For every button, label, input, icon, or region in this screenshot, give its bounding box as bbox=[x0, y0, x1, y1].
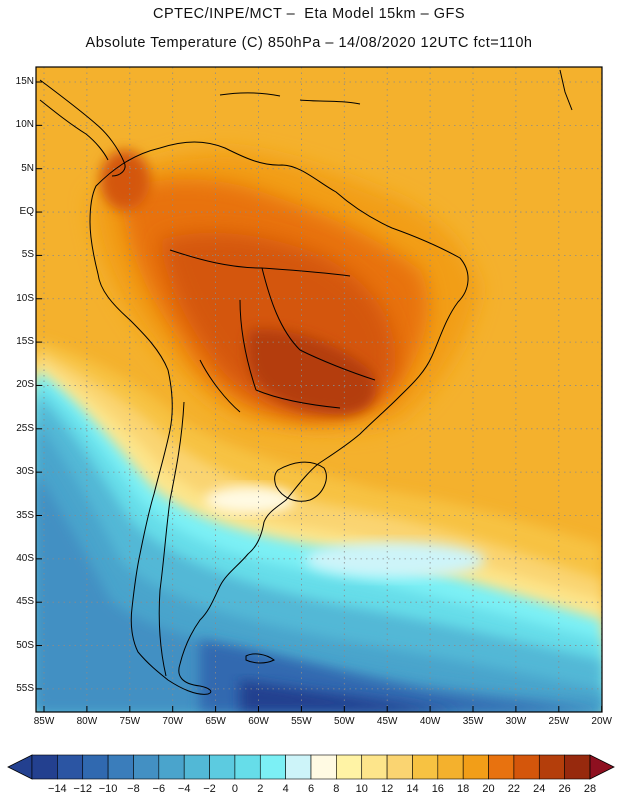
lon-label: 80W bbox=[76, 716, 98, 727]
colorbar-swatch bbox=[564, 754, 591, 780]
lat-label: 15S bbox=[16, 336, 34, 348]
colorbar-label: −8 bbox=[127, 783, 140, 795]
colorbar bbox=[7, 754, 615, 780]
colorbar-swatch bbox=[361, 754, 388, 780]
colorbar-label: 10 bbox=[355, 783, 368, 795]
colorbar-label: 22 bbox=[507, 783, 521, 795]
colorbar-swatch bbox=[336, 754, 363, 780]
lon-label: 20W bbox=[591, 716, 612, 727]
colorbar-swatch bbox=[31, 754, 58, 780]
lon-label: 60W bbox=[248, 716, 269, 727]
colorbar-label: 28 bbox=[583, 783, 597, 795]
colorbar-label: −12 bbox=[73, 783, 93, 795]
lat-label: 45S bbox=[16, 596, 34, 608]
title-line-1: CPTEC/INPE/MCT – Eta Model 15km – GFS bbox=[152, 6, 466, 22]
lon-label: 35W bbox=[462, 716, 484, 727]
colorbar-label: 24 bbox=[533, 783, 546, 795]
lat-label: 25S bbox=[16, 422, 34, 434]
lat-label: EQ bbox=[19, 206, 34, 218]
caribbean-islands bbox=[219, 69, 573, 111]
lon-label: 45W bbox=[376, 716, 398, 727]
colorbar-swatch bbox=[462, 754, 489, 780]
lon-label: 85W bbox=[33, 716, 55, 727]
central-america-coast bbox=[39, 79, 126, 177]
colorbar-label: −4 bbox=[177, 783, 191, 795]
colorbar-label: 18 bbox=[457, 783, 470, 795]
colorbar-low-arrow bbox=[7, 754, 33, 780]
lon-label: 70W bbox=[162, 716, 183, 727]
colorbar-swatch bbox=[183, 754, 210, 780]
colorbar-swatch bbox=[513, 754, 540, 780]
colorbar-label: 8 bbox=[333, 783, 340, 795]
colorbar-label: −2 bbox=[203, 783, 216, 795]
argentina-chile-border bbox=[158, 401, 185, 677]
lon-label: 50W bbox=[334, 716, 355, 727]
colorbar-label: −10 bbox=[98, 783, 118, 795]
lat-label: 20S bbox=[16, 379, 34, 391]
title-line-2: Absolute Temperature (C) 850hPa – 14/08/… bbox=[85, 35, 533, 51]
colorbar-label: 4 bbox=[282, 783, 289, 795]
lon-label: 55W bbox=[291, 716, 312, 727]
graticule bbox=[36, 67, 603, 712]
lat-label: 5N bbox=[21, 162, 34, 174]
lat-label: 5S bbox=[21, 249, 34, 261]
uruguay-outline bbox=[274, 461, 327, 502]
lon-label: 75W bbox=[119, 716, 141, 727]
temperature-field bbox=[36, 67, 602, 712]
colorbar-label: 12 bbox=[380, 783, 394, 795]
south-america-coast bbox=[89, 141, 469, 695]
colorbar-swatch bbox=[259, 754, 286, 780]
lon-label: 65W bbox=[205, 716, 226, 727]
colorbar-label: 14 bbox=[406, 783, 419, 795]
colorbar-label: 16 bbox=[431, 783, 444, 795]
colorbar-swatch bbox=[57, 754, 84, 780]
colorbar-swatch bbox=[158, 754, 185, 780]
colorbar-swatch bbox=[107, 754, 134, 780]
colorbar-label: −6 bbox=[152, 783, 166, 795]
colorbar-label: 0 bbox=[231, 783, 238, 795]
lon-label: 30W bbox=[505, 716, 527, 727]
colorbar-swatch bbox=[133, 754, 160, 780]
colorbar-label: 2 bbox=[257, 783, 264, 795]
colorbar-swatch bbox=[209, 754, 236, 780]
falklands bbox=[245, 653, 275, 664]
colorbar-swatch bbox=[82, 754, 109, 780]
colorbar-swatch bbox=[437, 754, 464, 780]
map-frame bbox=[35, 66, 603, 713]
lat-label: 10N bbox=[15, 119, 34, 131]
lon-label: 40W bbox=[419, 716, 441, 727]
colorbar-swatch bbox=[310, 754, 337, 780]
colorbar-swatch bbox=[538, 754, 565, 780]
colorbar-label: 20 bbox=[482, 783, 495, 795]
lon-label: 25W bbox=[548, 716, 570, 727]
axis-ticks bbox=[36, 81, 603, 712]
colorbar-label: −14 bbox=[48, 783, 67, 795]
coastlines bbox=[39, 69, 573, 695]
colorbar-swatch bbox=[386, 754, 413, 780]
colorbar-swatch bbox=[412, 754, 439, 780]
colorbar-label: 6 bbox=[307, 783, 315, 795]
colorbar-swatch bbox=[234, 754, 261, 780]
lat-label: 50S bbox=[16, 639, 34, 651]
lat-label: 10S bbox=[16, 292, 34, 304]
colorbar-high-arrow bbox=[589, 754, 615, 780]
colorbar-label: 26 bbox=[558, 783, 571, 795]
lat-label: 40S bbox=[16, 552, 34, 564]
lat-label: 30S bbox=[16, 466, 34, 478]
colorbar-swatch bbox=[488, 754, 515, 780]
colorbar-swatch bbox=[285, 754, 312, 780]
brazil-border bbox=[169, 249, 376, 413]
lat-label: 35S bbox=[16, 509, 34, 521]
lat-label: 15N bbox=[15, 76, 34, 87]
lat-label: 55S bbox=[16, 682, 34, 694]
